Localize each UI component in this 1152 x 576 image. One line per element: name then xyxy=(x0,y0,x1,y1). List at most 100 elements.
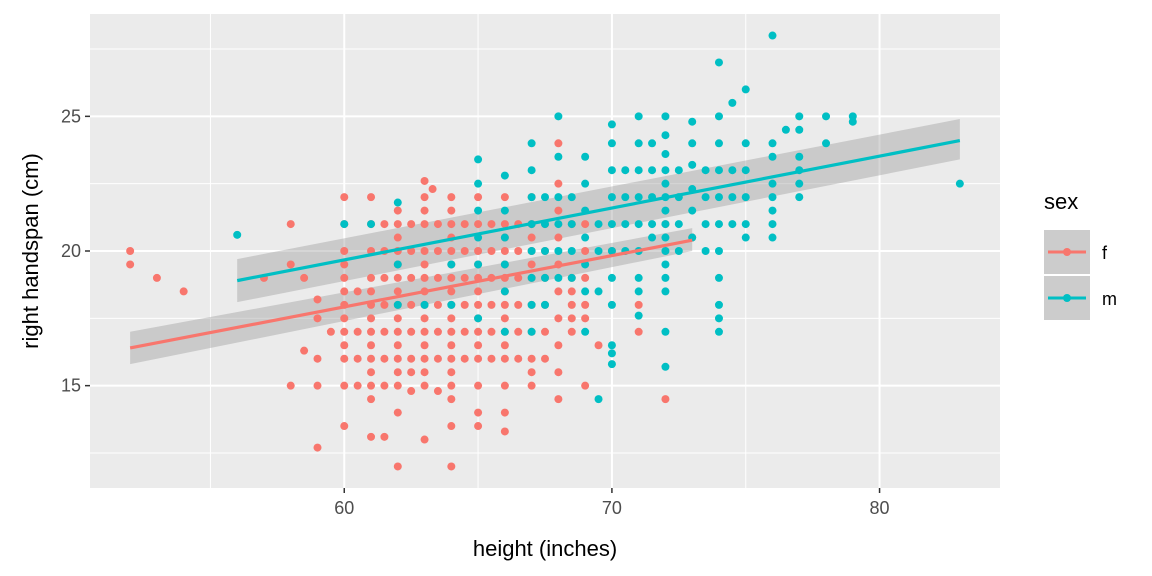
point-m xyxy=(500,206,509,215)
point-m xyxy=(714,58,723,67)
point-f xyxy=(393,273,402,282)
point-f xyxy=(393,354,402,363)
point-m xyxy=(768,31,777,40)
point-f xyxy=(433,354,442,363)
point-f xyxy=(500,220,509,229)
point-f xyxy=(340,422,349,431)
point-f xyxy=(407,368,416,377)
point-m xyxy=(768,179,777,188)
point-m xyxy=(554,220,563,229)
point-f xyxy=(433,327,442,336)
point-m xyxy=(741,85,750,94)
point-f xyxy=(447,206,456,215)
point-f xyxy=(661,395,670,404)
point-m xyxy=(661,362,670,371)
point-f xyxy=(581,220,590,229)
point-f xyxy=(500,408,509,417)
point-f xyxy=(393,462,402,471)
point-m xyxy=(581,179,590,188)
point-m xyxy=(634,166,643,175)
point-f xyxy=(367,287,376,296)
point-f xyxy=(340,314,349,323)
point-f xyxy=(420,435,429,444)
point-f xyxy=(487,220,496,229)
point-f xyxy=(500,247,509,255)
point-f xyxy=(594,341,603,350)
point-m xyxy=(554,193,563,202)
point-m xyxy=(741,193,750,202)
point-f xyxy=(353,327,362,336)
point-m xyxy=(688,117,697,126)
point-m xyxy=(661,327,670,336)
point-m xyxy=(393,260,402,269)
point-f xyxy=(420,247,429,255)
point-m xyxy=(594,247,603,255)
point-f xyxy=(313,354,322,363)
point-f xyxy=(554,206,563,215)
point-m xyxy=(607,360,616,369)
point-f xyxy=(340,273,349,282)
point-m xyxy=(822,139,831,148)
point-m xyxy=(634,193,643,202)
point-m xyxy=(714,193,723,202)
point-f xyxy=(634,300,643,309)
point-m xyxy=(393,198,402,207)
point-m xyxy=(527,139,536,148)
point-m xyxy=(795,152,804,161)
point-m xyxy=(714,300,723,309)
point-m xyxy=(594,395,603,404)
point-f xyxy=(554,179,563,188)
point-f xyxy=(460,247,469,255)
point-f xyxy=(380,273,389,282)
point-m xyxy=(607,341,616,350)
legend: sex f m xyxy=(1044,189,1117,320)
point-f xyxy=(420,381,429,390)
point-m xyxy=(848,117,857,126)
point-m xyxy=(741,233,750,242)
point-f xyxy=(367,368,376,377)
point-f xyxy=(541,327,549,336)
point-f xyxy=(527,233,536,242)
point-f xyxy=(313,443,322,452)
point-f xyxy=(407,300,416,309)
point-f xyxy=(407,327,416,336)
point-m xyxy=(661,131,670,140)
point-m xyxy=(607,300,616,309)
point-f xyxy=(581,381,590,390)
x-tick-label: 80 xyxy=(870,498,890,518)
point-m xyxy=(447,260,456,269)
point-m xyxy=(648,139,657,148)
point-m xyxy=(768,193,777,202)
point-m xyxy=(768,220,777,229)
point-f xyxy=(554,341,563,350)
fit-lines xyxy=(129,139,961,350)
point-f xyxy=(380,300,389,309)
point-m xyxy=(541,300,549,309)
point-f xyxy=(474,422,483,431)
point-f xyxy=(500,193,509,202)
y-axis-ticks: 15 20 25 xyxy=(61,106,90,396)
point-f xyxy=(634,327,643,336)
point-f xyxy=(554,395,563,404)
point-f xyxy=(380,220,389,229)
point-m xyxy=(527,193,536,202)
point-f xyxy=(514,247,523,255)
point-f xyxy=(313,381,322,390)
point-f xyxy=(393,368,402,377)
point-f xyxy=(567,327,576,336)
point-m xyxy=(581,152,590,161)
point-f xyxy=(581,300,590,309)
point-f xyxy=(541,354,549,363)
point-m xyxy=(500,260,509,269)
point-m xyxy=(567,247,576,255)
point-m xyxy=(741,166,750,175)
point-m xyxy=(541,247,549,255)
point-m xyxy=(661,260,670,269)
point-f xyxy=(474,327,483,336)
point-m xyxy=(621,193,630,202)
point-f xyxy=(474,408,483,417)
point-m xyxy=(607,273,616,282)
point-f xyxy=(420,220,429,229)
point-f xyxy=(367,193,376,202)
